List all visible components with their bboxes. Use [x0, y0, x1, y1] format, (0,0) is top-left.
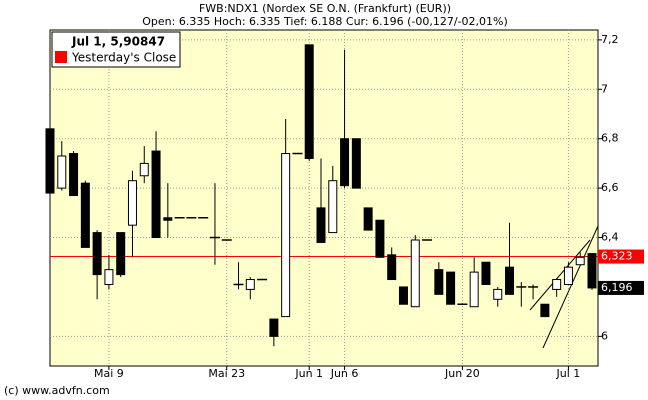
- candle-body: [351, 138, 361, 189]
- last-price-label: 6,196: [601, 281, 633, 294]
- y-tick-label: 7,2: [601, 33, 619, 46]
- candle-body: [398, 286, 408, 305]
- legend-title: Jul 1, 5,90847: [71, 35, 165, 49]
- x-tick-label: Jun 1: [294, 367, 323, 380]
- candle-body: [505, 266, 515, 295]
- chart-subtitle: Open: 6.335 Hoch: 6.335 Tief: 6.188 Cur:…: [142, 15, 508, 28]
- candle-body: [304, 44, 314, 159]
- x-tick-label: Jun 20: [444, 367, 480, 380]
- candle-body: [139, 162, 149, 177]
- x-tick-label: Mai 9: [94, 367, 124, 380]
- x-tick-label: Mai 23: [208, 367, 245, 380]
- trend-line: [542, 225, 599, 349]
- y-tick-label: 6,6: [601, 181, 619, 194]
- candle-body: [481, 261, 491, 285]
- y-tick-label: 6,8: [601, 132, 619, 145]
- candle-body: [127, 180, 137, 226]
- candle-body: [493, 288, 503, 300]
- candle-body: [387, 254, 397, 281]
- x-tick-label: Jul 1: [556, 367, 581, 380]
- legend-box: [51, 31, 181, 68]
- last-price-box: [598, 280, 644, 295]
- candle-body: [316, 207, 326, 243]
- candle-body: [328, 180, 338, 234]
- reference-label: 6,323: [601, 250, 633, 263]
- trend-line: [529, 239, 591, 311]
- footer: (c) www.advfn.com: [4, 384, 110, 397]
- candle-body: [446, 271, 456, 305]
- chart-title: FWB:NDX1 (Nordex SE O.N. (Frankfurt) (EU…: [199, 2, 451, 15]
- candle-body: [151, 150, 161, 239]
- legend-label: Yesterday's Close: [71, 51, 176, 65]
- candle-body: [104, 269, 114, 285]
- candle-body: [552, 279, 562, 290]
- reference-box: [598, 249, 644, 264]
- candle-body: [587, 253, 597, 289]
- candle-body: [45, 128, 55, 194]
- plot-area: [49, 29, 599, 367]
- y-tick-label: 6,4: [601, 231, 619, 244]
- y-tick-label: 6: [601, 329, 608, 342]
- x-tick-label: Jun 6: [330, 367, 359, 380]
- candle-body: [116, 232, 126, 276]
- candle-body: [269, 318, 279, 337]
- candle-body: [575, 256, 585, 266]
- candle-body: [57, 155, 67, 189]
- candle-body: [540, 303, 550, 318]
- candle-body: [80, 182, 90, 248]
- candle-body: [363, 207, 373, 231]
- candle-body: [245, 279, 255, 290]
- candle-body: [563, 266, 573, 285]
- candle-body: [434, 269, 444, 295]
- y-tick-label: 7: [601, 82, 608, 95]
- candle-body: [163, 217, 173, 221]
- legend-swatch: [55, 51, 67, 63]
- candle-body: [340, 138, 350, 187]
- candle-body: [375, 219, 385, 258]
- candle-body: [410, 239, 420, 308]
- candle-body: [92, 232, 102, 276]
- candle-body: [69, 153, 79, 197]
- candle-body: [281, 153, 291, 318]
- candle-body: [469, 271, 479, 308]
